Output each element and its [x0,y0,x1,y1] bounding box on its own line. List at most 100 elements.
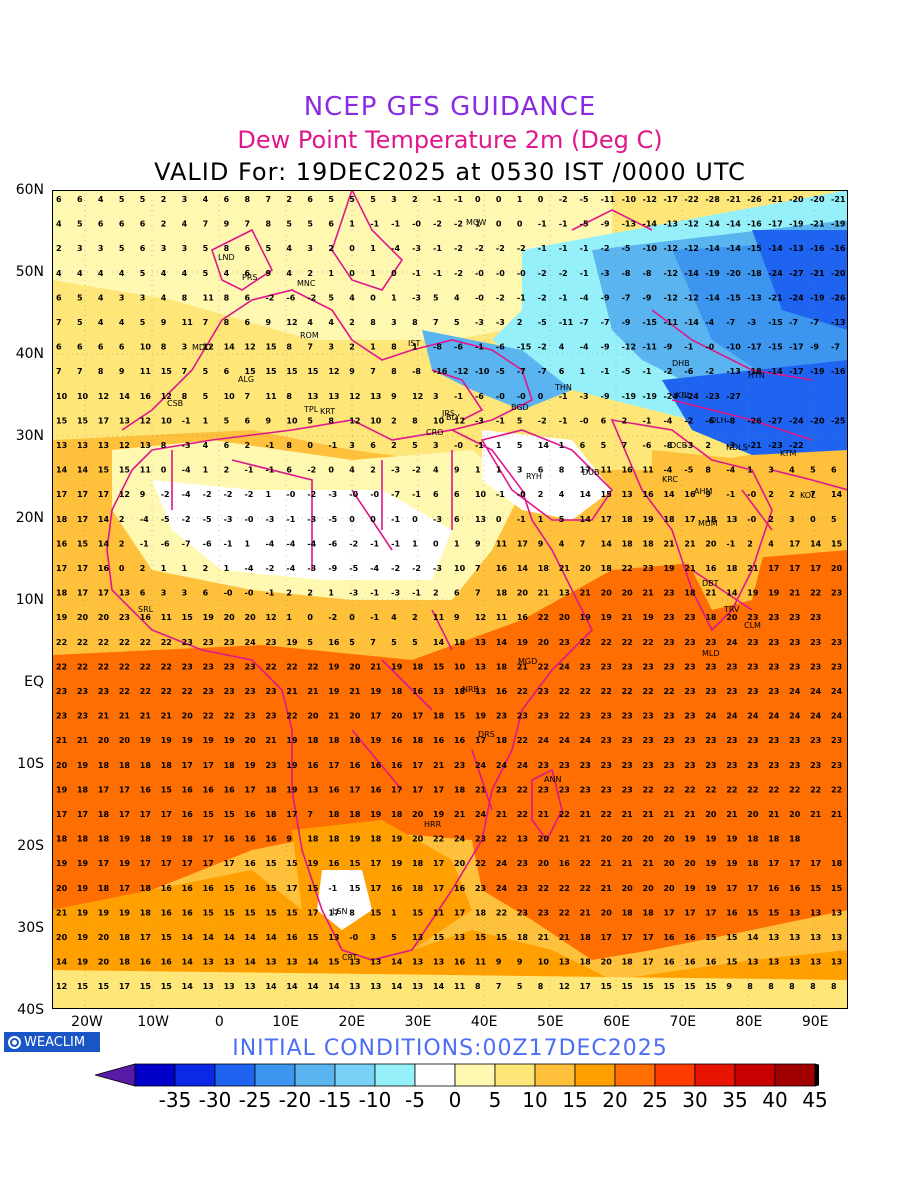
dew-point-value: 6 [98,343,104,352]
dew-point-value: 17 [601,515,612,524]
dew-point-value: 13 [328,933,339,942]
dew-point-value: 4 [789,466,795,475]
dew-point-value: 22 [643,687,654,696]
dew-point-value: 2 [119,515,125,524]
dew-point-value: 17 [789,859,800,868]
dew-point-value: 6 [56,195,62,204]
longitude-label: 40E [470,1014,498,1030]
dew-point-value: -21 [831,195,846,204]
dew-point-value: 8 [559,466,565,475]
dew-point-value: 15 [203,908,215,917]
dew-point-value: 4 [307,318,313,327]
colorbar-swatch [174,1063,216,1087]
dew-point-value: -15 [747,244,762,253]
dew-point-value: -1 [412,269,421,278]
dew-point-value: 8 [224,244,230,253]
dew-point-value: 8 [538,982,544,991]
dew-point-value: -1 [475,343,484,352]
dew-point-value: 0 [496,195,502,204]
dew-point-value: 23 [538,687,549,696]
dew-point-value: -26 [747,416,762,425]
dew-point-value: 23 [601,736,612,745]
dew-point-value: 23 [580,785,591,794]
dew-point-value: 17 [56,564,67,573]
colorbar-swatch [574,1063,616,1087]
dew-point-value: -2 [538,269,547,278]
dew-point-value: 5 [454,318,460,327]
colorbar-label: -25 [238,1088,272,1112]
dew-point-value: -1 [559,244,568,253]
dew-point-value: -5 [684,466,693,475]
dew-point-value: 23 [831,589,842,598]
dew-point-value: 12 [265,613,276,622]
valid-time: VALID For: 19DEC2025 at 0530 IST /0000 U… [154,158,746,186]
dew-point-value: -1 [496,490,505,499]
dew-point-value: 19 [370,810,382,819]
dew-point-value: 19 [77,884,89,893]
dew-point-value: 20 [224,613,236,622]
latitude-label: 30N [15,428,44,444]
dew-point-value: 20 [538,638,550,647]
dew-point-value: 11 [496,613,508,622]
dew-point-value: 22 [559,884,570,893]
dew-point-value: 19 [203,613,215,622]
dew-point-value: -14 [726,244,741,253]
station-label: PRS [242,273,257,282]
dew-point-value: 17 [56,810,67,819]
colorbar-label: -30 [198,1088,232,1112]
dew-point-value: 17 [643,958,654,967]
dew-point-value: -1 [224,539,233,548]
dew-point-value: 9 [538,539,544,548]
dew-point-value: 13 [349,982,360,991]
colorbar-swatch [334,1063,376,1087]
dew-point-value: 5 [517,982,523,991]
dew-point-value: 14 [286,982,298,991]
dew-point-value: 18 [161,761,173,770]
dew-point-value: -2 [538,343,547,352]
dew-point-value: 6 [245,269,251,278]
dew-point-value: 16 [622,466,634,475]
dew-point-value: 19 [601,613,613,622]
dew-point-value: 7 [370,638,376,647]
dew-point-value: 13 [810,933,821,942]
dew-point-value: -3 [475,416,484,425]
dew-point-value: 23 [705,662,716,671]
dew-point-value: -21 [747,441,762,450]
dew-point-value: 18 [349,736,361,745]
dew-point-value: 23 [726,687,737,696]
dew-point-value: 18 [98,810,110,819]
dew-point-value: 18 [663,515,675,524]
dew-point-value: 21 [622,613,634,622]
dew-point-value: 6 [245,293,251,302]
dew-point-value: -6 [203,539,212,548]
dew-point-value: 4 [454,293,460,302]
dew-point-value: 17 [370,884,381,893]
dew-point-value: -1 [391,539,400,548]
dew-point-value: -1 [538,244,547,253]
dew-point-value: 23 [77,687,88,696]
dew-point-value: 7 [810,490,816,499]
dew-point-value: 16 [307,761,319,770]
dew-point-value: 2 [768,490,774,499]
dew-point-value: -1 [265,441,274,450]
dew-point-value: 23 [643,736,654,745]
dew-point-value: 6 [286,466,292,475]
dew-point-value: 20 [663,884,675,893]
dew-point-value: 5 [328,293,334,302]
dew-point-value: 16 [559,859,571,868]
dew-point-value: -7 [726,318,735,327]
dew-point-value: 23 [77,712,88,721]
dew-point-value: 4 [161,293,167,302]
dew-point-value: 17 [119,982,130,991]
dew-point-value: 9 [475,539,481,548]
dew-point-value: 16 [391,884,403,893]
dew-point-value: -2 [328,613,337,622]
dew-point-value: 20 [517,589,529,598]
dew-point-value: 21 [77,736,89,745]
map-subtitle: Dew Point Temperature 2m (Deg C) [237,126,663,154]
dew-point-value: -0 [224,589,233,598]
dew-point-value: 23 [475,884,486,893]
dew-point-value: 17 [140,859,151,868]
dew-point-value: 18 [496,662,508,671]
dew-point-value: 1 [161,564,167,573]
